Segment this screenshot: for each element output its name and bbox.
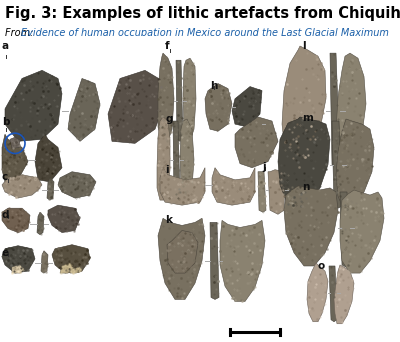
Polygon shape	[205, 83, 232, 131]
Polygon shape	[176, 60, 183, 141]
Text: o: o	[318, 261, 325, 271]
Polygon shape	[60, 263, 74, 273]
Polygon shape	[268, 170, 285, 214]
Text: h: h	[210, 80, 217, 91]
Text: l: l	[302, 41, 306, 51]
Polygon shape	[332, 121, 342, 208]
Polygon shape	[41, 251, 48, 273]
Polygon shape	[52, 245, 90, 273]
Polygon shape	[157, 117, 170, 200]
Polygon shape	[5, 70, 62, 141]
Polygon shape	[258, 172, 266, 212]
Text: f: f	[165, 41, 170, 51]
Polygon shape	[210, 222, 219, 300]
Polygon shape	[330, 53, 340, 168]
Text: From:: From:	[5, 28, 36, 38]
Polygon shape	[212, 168, 255, 205]
Polygon shape	[278, 117, 330, 208]
Polygon shape	[282, 46, 326, 168]
Polygon shape	[47, 178, 54, 200]
Text: k: k	[165, 215, 172, 225]
Text: Fig. 3: Examples of lithic artefacts from Chiquihuite Cave.: Fig. 3: Examples of lithic artefacts fro…	[5, 6, 400, 22]
Polygon shape	[37, 212, 44, 235]
Polygon shape	[307, 263, 328, 322]
Polygon shape	[35, 134, 62, 182]
Polygon shape	[68, 78, 100, 141]
Text: g: g	[165, 114, 172, 124]
Text: m: m	[302, 113, 313, 123]
Polygon shape	[336, 53, 366, 172]
Polygon shape	[180, 119, 194, 200]
Text: a: a	[2, 41, 9, 51]
Polygon shape	[235, 117, 278, 168]
Text: i: i	[165, 165, 169, 175]
Polygon shape	[340, 190, 384, 273]
Polygon shape	[183, 58, 196, 141]
Polygon shape	[232, 87, 262, 127]
Polygon shape	[48, 205, 80, 233]
Text: d: d	[2, 210, 10, 220]
Polygon shape	[2, 134, 28, 182]
Polygon shape	[10, 137, 20, 148]
Polygon shape	[284, 186, 338, 266]
Polygon shape	[286, 173, 294, 212]
Polygon shape	[160, 168, 205, 205]
Text: b: b	[2, 117, 10, 127]
Polygon shape	[334, 265, 354, 324]
Polygon shape	[167, 231, 198, 273]
Text: Evidence of human occupation in Mexico around the Last Glacial Maximum: Evidence of human occupation in Mexico a…	[21, 28, 389, 38]
Polygon shape	[340, 192, 350, 267]
Text: c: c	[2, 172, 8, 182]
Polygon shape	[70, 267, 82, 273]
Polygon shape	[2, 246, 35, 273]
Polygon shape	[329, 266, 337, 322]
Polygon shape	[336, 119, 374, 210]
Polygon shape	[108, 70, 166, 143]
Polygon shape	[2, 208, 30, 233]
Polygon shape	[2, 175, 42, 198]
Text: n: n	[302, 182, 309, 192]
Polygon shape	[173, 121, 180, 200]
Text: e: e	[2, 248, 9, 258]
Polygon shape	[12, 265, 24, 273]
Polygon shape	[58, 172, 96, 198]
Polygon shape	[158, 218, 205, 300]
Text: j: j	[262, 161, 266, 172]
Polygon shape	[220, 220, 265, 301]
Polygon shape	[158, 53, 174, 141]
